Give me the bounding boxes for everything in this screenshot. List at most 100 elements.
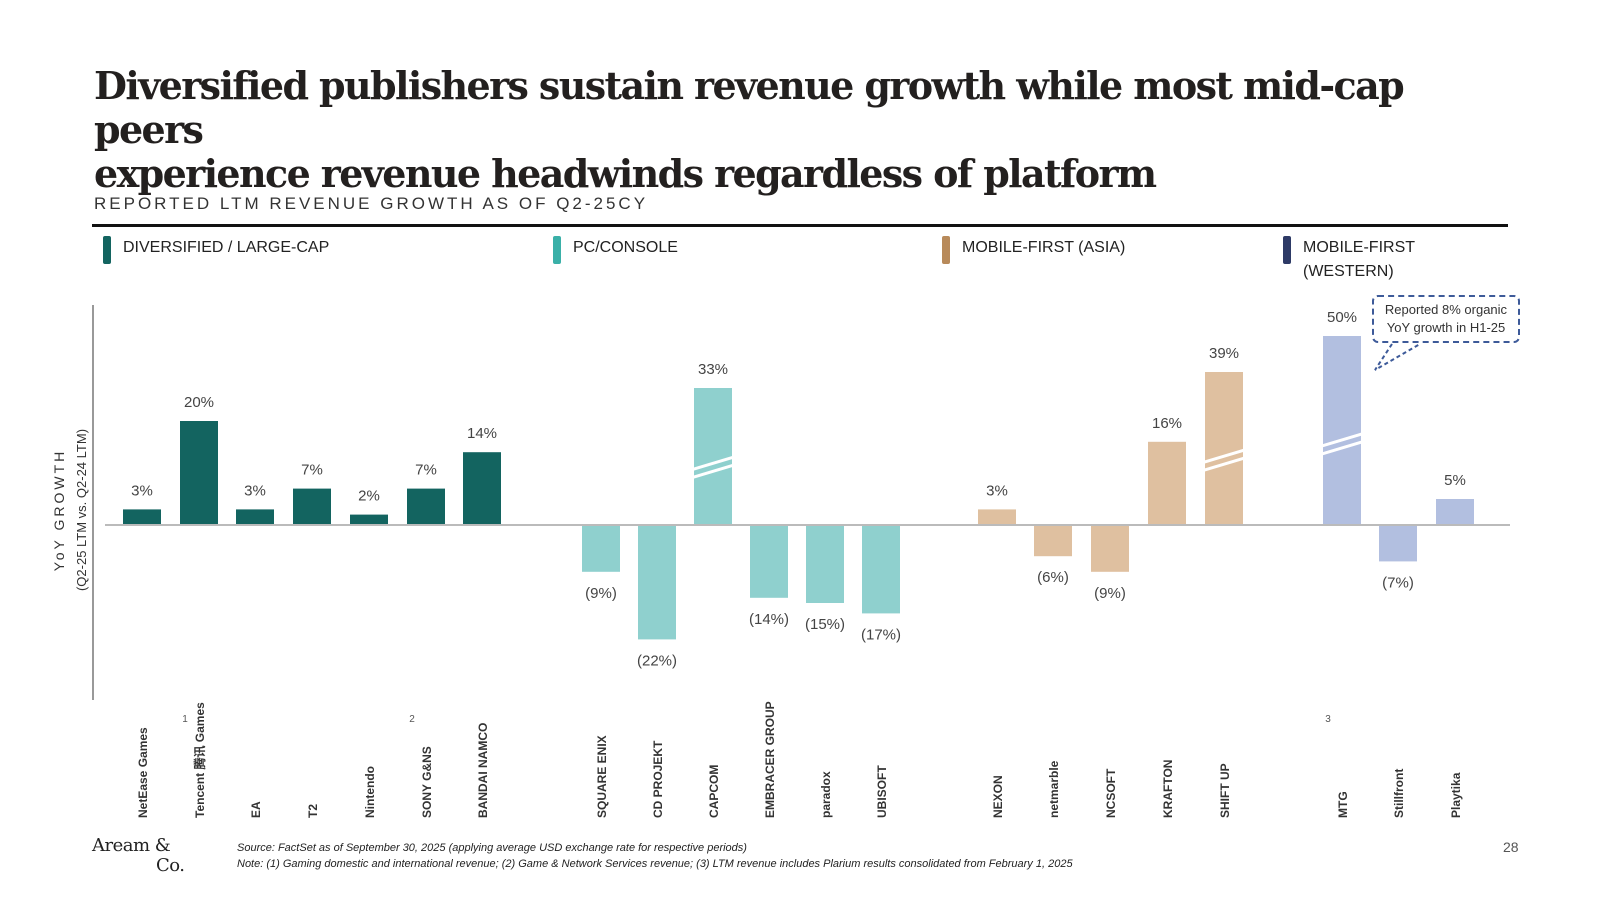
- legend-label-mobile-asia: MOBILE-FIRST (ASIA): [962, 239, 1126, 256]
- page-title: Diversified publishers sustain revenue g…: [94, 64, 1514, 196]
- data-label-tencent-games: 20%: [184, 394, 214, 411]
- bar-break-a-capcom: [692, 455, 734, 471]
- bar-netease-games: [123, 509, 161, 525]
- bar-break-b-capcom: [692, 463, 734, 479]
- legend-label-mobile-western: MOBILE-FIRST (WESTERN): [1303, 236, 1415, 284]
- bar-krafton: [1148, 441, 1186, 525]
- bar-ea: [236, 509, 274, 525]
- company-name-cd-projekt: CD PROJEKT: [651, 740, 665, 818]
- page-number: 28: [1503, 839, 1519, 855]
- footnote-marker-tencent-games: 1: [182, 714, 188, 725]
- y-axis-title: YoY GROWTH: [51, 449, 67, 572]
- bar-tencent-games: [180, 421, 218, 525]
- data-label-paradox: (15%): [805, 616, 845, 633]
- data-label-mtg: 50%: [1327, 309, 1357, 326]
- bar-ncsoft: [1091, 525, 1129, 572]
- legend-swatch-mobile-asia: [942, 236, 950, 264]
- company-name-stillfront: Stillfront: [1392, 769, 1406, 818]
- bar-nintendo: [350, 514, 388, 525]
- bar-bandai-namco: [463, 452, 501, 525]
- data-label-sony-g-ns: 7%: [415, 462, 437, 479]
- bar-embracer-group: [750, 525, 788, 598]
- data-label-square-enix: (9%): [585, 585, 617, 602]
- legend-swatch-diversified: [103, 236, 111, 264]
- bar-shift-up: [1205, 372, 1243, 525]
- data-label-krafton: 16%: [1152, 415, 1182, 432]
- callout-line-2: YoY growth in H1-25: [1386, 320, 1506, 335]
- bar-playtika: [1436, 499, 1474, 525]
- legend-label-mobile-western-line1: MOBILE-FIRST: [1303, 239, 1416, 256]
- data-label-bandai-namco: 14%: [467, 425, 497, 442]
- company-name-shift-up: SHIFT UP: [1218, 763, 1232, 818]
- bar-paradox: [806, 525, 844, 603]
- company-name-netease-games: NetEase Games: [136, 727, 150, 818]
- company-name-tencent-games: Tencent 腾讯 Games: [192, 702, 207, 818]
- data-label-playtika: 5%: [1444, 472, 1466, 489]
- company-name-ea: EA: [249, 801, 263, 818]
- data-label-netmarble: (6%): [1037, 569, 1069, 586]
- callout-line-1: Reported 8% organic: [1384, 302, 1508, 317]
- company-name-playtika: Playtika: [1449, 772, 1463, 818]
- data-label-nexon: 3%: [986, 482, 1008, 499]
- data-label-ea: 3%: [244, 482, 266, 499]
- bar-netmarble: [1034, 525, 1072, 557]
- company-name-t2: T2: [306, 804, 320, 818]
- bar-stillfront: [1379, 525, 1417, 562]
- data-label-cd-projekt: (22%): [637, 652, 677, 669]
- data-label-ncsoft: (9%): [1094, 585, 1126, 602]
- company-name-nintendo: Nintendo: [363, 766, 377, 818]
- data-label-nintendo: 2%: [358, 488, 380, 505]
- data-label-embracer-group: (14%): [749, 611, 789, 628]
- legend-item-diversified: DIVERSIFIED / LARGE-CAP: [103, 236, 329, 264]
- company-name-mtg: MTG: [1336, 791, 1350, 818]
- company-name-embracer-group: EMBRACER GROUP: [763, 701, 777, 818]
- legend-item-pc-console: PC/CONSOLE: [553, 236, 678, 264]
- bar-sony-g-ns: [407, 488, 445, 525]
- company-name-ncsoft: NCSOFT: [1104, 768, 1118, 818]
- legend-swatch-pc-console: [553, 236, 561, 264]
- footnote-marker-sony-g-ns: 2: [409, 714, 415, 725]
- bar-break-a-shift-up: [1203, 448, 1245, 464]
- data-label-t2: 7%: [301, 462, 323, 479]
- company-name-sony-g-ns: SONY G&NS: [420, 746, 434, 818]
- bar-ubisoft: [862, 525, 900, 614]
- company-name-ubisoft: UBISOFT: [875, 765, 889, 818]
- company-name-paradox: paradox: [819, 771, 833, 818]
- legend-label-mobile-western-line2: (WESTERN): [1303, 263, 1394, 280]
- data-label-capcom: 33%: [698, 361, 728, 378]
- chart-subtitle: REPORTED LTM REVENUE GROWTH AS OF Q2-25C…: [94, 194, 649, 213]
- legend-item-mobile-asia: MOBILE-FIRST (ASIA): [942, 236, 1125, 264]
- data-label-ubisoft: (17%): [861, 626, 901, 643]
- company-name-krafton: KRAFTON: [1161, 760, 1175, 818]
- bar-cd-projekt: [638, 525, 676, 640]
- data-label-shift-up: 39%: [1209, 345, 1239, 362]
- company-logo: Aream & Co.: [92, 836, 185, 876]
- bar-break-a-mtg: [1321, 432, 1363, 448]
- callout-pointer: [1374, 343, 1421, 371]
- logo-line-1: Aream &: [92, 835, 171, 856]
- logo-line-2: Co.: [156, 855, 185, 876]
- legend-label-diversified: DIVERSIFIED / LARGE-CAP: [123, 239, 330, 256]
- footnote: Note: (1) Gaming domestic and internatio…: [237, 858, 1073, 870]
- bar-mtg: [1323, 336, 1361, 525]
- company-name-nexon: NEXON: [991, 775, 1005, 818]
- bar-break-b-shift-up: [1203, 456, 1245, 472]
- header-rule: [92, 224, 1508, 227]
- title-line-1: Diversified publishers sustain revenue g…: [94, 63, 1405, 152]
- bar-t2: [293, 488, 331, 525]
- legend-swatch-mobile-western: [1283, 236, 1291, 264]
- company-name-netmarble: netmarble: [1047, 760, 1061, 818]
- legend-item-mobile-western: MOBILE-FIRST (WESTERN): [1283, 236, 1415, 284]
- title-line-2: experience revenue headwinds regardless …: [94, 151, 1157, 196]
- y-axis-subtitle: (Q2-25 LTM vs. Q2-24 LTM): [74, 429, 89, 591]
- footnote-marker-mtg: 3: [1325, 714, 1331, 725]
- bar-break-b-mtg: [1321, 440, 1363, 456]
- source-note: Source: FactSet as of September 30, 2025…: [237, 842, 747, 854]
- mtg-callout: Reported 8% organic YoY growth in H1-25: [1372, 295, 1520, 343]
- data-label-netease-games: 3%: [131, 482, 153, 499]
- legend-label-pc-console: PC/CONSOLE: [573, 239, 678, 256]
- bar-square-enix: [582, 525, 620, 572]
- bar-capcom: [694, 388, 732, 525]
- company-name-square-enix: SQUARE ENIX: [595, 735, 609, 818]
